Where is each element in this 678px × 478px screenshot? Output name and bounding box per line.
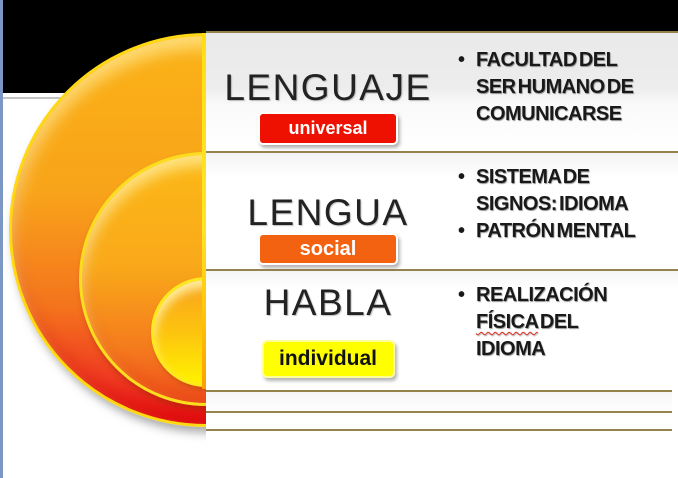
title-cell-habla: HABLA individual	[206, 271, 450, 390]
bullet-line: PATRÓN MENTAL	[476, 220, 636, 242]
bullets-cell-lengua: • SISTEMA DE SIGNOS: IDIOMA • PATRÓN MEN…	[450, 153, 678, 269]
bullet-dot-icon: •	[458, 166, 466, 188]
bullet-line: FACULTAD DEL	[476, 49, 618, 71]
bullet-line: SER HUMANO DE	[476, 76, 634, 98]
bullets-cell-lenguaje: • FACULTAD DEL SER HUMANO DE COMUNICARSE	[450, 33, 678, 151]
title-cell-lenguaje: LENGUAJE universal	[206, 33, 450, 151]
bullet-line: SIGNOS: IDIOMA	[476, 193, 629, 215]
misspelled-word: FÍSICA	[476, 311, 538, 333]
row-title-habla: HABLA	[263, 282, 393, 323]
bullet-line: REALIZACIÓN	[476, 284, 608, 306]
bullet-line: COMUNICARSE	[476, 103, 622, 125]
bullet-dot-icon: •	[458, 284, 466, 306]
bullet-line: IDIOMA	[476, 338, 546, 360]
badge-universal: universal	[258, 112, 398, 145]
bullet-item: • FACULTAD DEL SER HUMANO DE COMUNICARSE	[458, 47, 678, 128]
title-cell-lengua: LENGUA social	[206, 153, 450, 269]
table-row-lengua: LENGUA social • SISTEMA DE SIGNOS: IDIOM…	[206, 151, 678, 269]
nested-circles-diagram	[0, 0, 206, 478]
bullet-item: • SISTEMA DE SIGNOS: IDIOMA	[458, 164, 678, 218]
bullet-item: • PATRÓN MENTAL	[458, 218, 678, 245]
bullet-item: • REALIZACIÓN FÍSICA DEL IDIOMA	[458, 282, 678, 363]
badge-social: social	[258, 233, 398, 265]
circle-rim-highlight	[202, 33, 206, 389]
empty-table-row	[206, 411, 672, 431]
slide-left-border	[0, 0, 3, 478]
bullet-line-rest: DEL	[537, 311, 579, 333]
bullet-dot-icon: •	[458, 49, 466, 71]
bullet-line: FÍSICA DEL	[476, 309, 678, 336]
row-title-lengua: LENGUA	[247, 192, 409, 233]
bullets-cell-habla: • REALIZACIÓN FÍSICA DEL IDIOMA	[450, 271, 678, 390]
definition-table: LENGUAJE universal • FACULTAD DEL SER HU…	[206, 31, 678, 431]
table-row-lenguaje: LENGUAJE universal • FACULTAD DEL SER HU…	[206, 31, 678, 151]
badge-individual: individual	[261, 340, 395, 378]
bullet-dot-icon: •	[458, 220, 466, 242]
empty-table-row	[206, 390, 672, 411]
bullet-line: SISTEMA DE	[476, 166, 590, 188]
row-title-lenguaje: LENGUAJE	[224, 67, 432, 108]
table-row-habla: HABLA individual • REALIZACIÓN FÍSICA DE…	[206, 269, 678, 390]
